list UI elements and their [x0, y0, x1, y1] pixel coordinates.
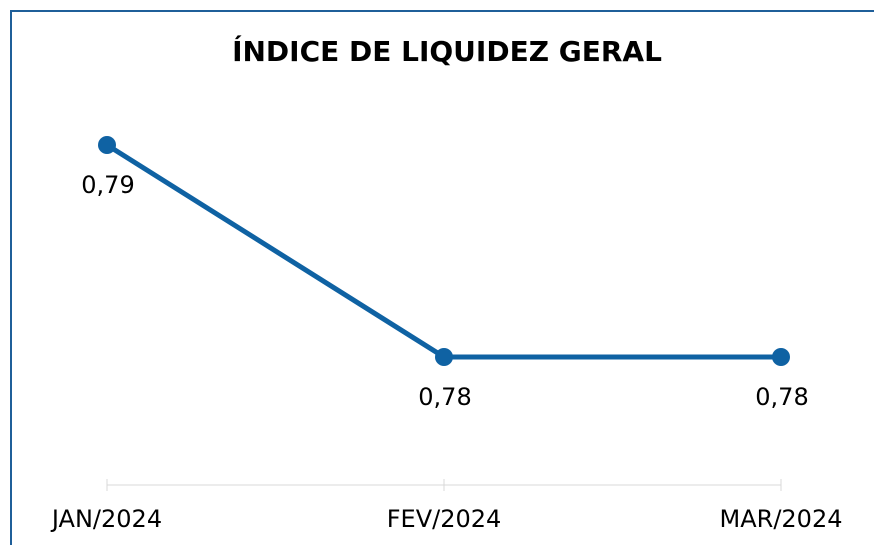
chart-title: ÍNDICE DE LIQUIDEZ GERAL: [232, 34, 662, 68]
marker: [772, 348, 790, 366]
x-tick-label: MAR/2024: [720, 505, 843, 533]
marker: [98, 136, 116, 154]
x-tick-label: FEV/2024: [387, 505, 502, 533]
data-label: 0,79: [81, 171, 134, 199]
x-tick-label: JAN/2024: [50, 505, 162, 533]
data-label: 0,78: [755, 383, 808, 411]
marker: [435, 348, 453, 366]
data-label: 0,78: [418, 383, 471, 411]
